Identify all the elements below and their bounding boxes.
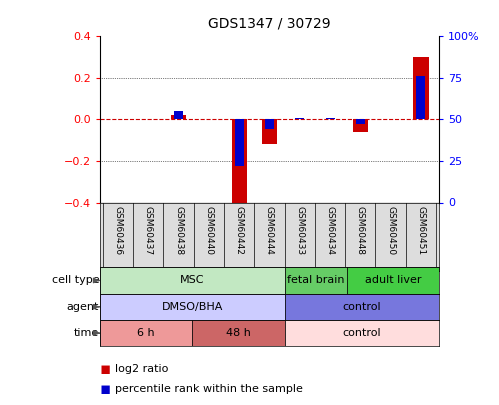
Bar [100,320,192,346]
Text: 48 h: 48 h [226,328,251,338]
Text: ▪: ▪ [100,360,111,377]
Text: 6 h: 6 h [137,328,155,338]
Bar [285,294,439,320]
Bar [285,267,347,294]
Bar [295,118,304,119]
Bar [235,119,244,166]
Text: GSM60451: GSM60451 [417,206,426,255]
Text: ▪: ▪ [100,380,111,398]
Text: GSM60434: GSM60434 [325,206,334,255]
Bar [171,115,186,119]
Text: MSC: MSC [180,275,205,286]
Text: GDS1347 / 30729: GDS1347 / 30729 [208,16,331,30]
Text: GSM60437: GSM60437 [144,206,153,255]
Bar [265,119,274,130]
Text: GSM60440: GSM60440 [205,206,214,255]
Bar [262,119,277,145]
Text: time: time [74,328,99,338]
Bar [325,118,335,119]
Bar [174,111,183,119]
Bar [285,320,439,346]
Bar [192,320,285,346]
Text: GSM60438: GSM60438 [174,206,183,255]
Bar [413,57,429,119]
Text: percentile rank within the sample: percentile rank within the sample [115,384,303,394]
Bar [347,267,439,294]
Bar [416,76,426,119]
Bar [100,267,285,294]
Text: GSM60450: GSM60450 [386,206,395,255]
Bar [232,119,247,205]
Text: control: control [343,302,381,312]
Text: control: control [343,328,381,338]
Text: GSM60433: GSM60433 [295,206,304,255]
Text: GSM60444: GSM60444 [265,206,274,255]
Text: GSM60448: GSM60448 [356,206,365,255]
Text: DMSO/BHA: DMSO/BHA [162,302,223,312]
Text: GSM60442: GSM60442 [235,206,244,255]
Bar [353,119,368,132]
Bar [356,119,365,124]
Text: GSM60436: GSM60436 [113,206,122,255]
Text: cell type: cell type [51,275,99,286]
Text: fetal brain: fetal brain [287,275,344,286]
Text: log2 ratio: log2 ratio [115,364,168,373]
Text: agent: agent [67,302,99,312]
Bar [100,294,285,320]
Text: adult liver: adult liver [365,275,421,286]
